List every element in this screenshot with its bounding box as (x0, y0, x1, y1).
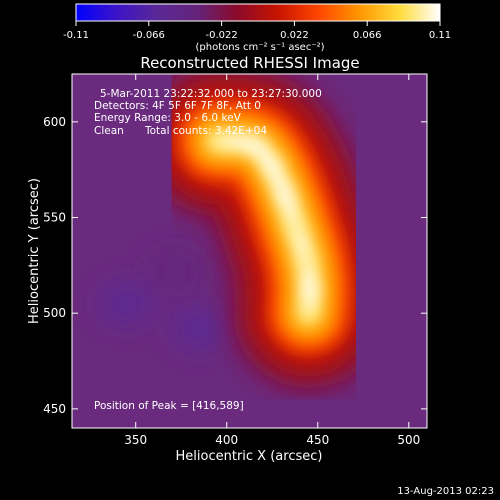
peak-position-text: Position of Peak = [416,589] (94, 400, 244, 412)
negative-blob (149, 251, 202, 292)
ridge-point (262, 155, 283, 176)
chart-title: Reconstructed RHESSI Image (140, 54, 359, 72)
ridge-point (207, 130, 228, 151)
x-tick-label: 400 (215, 433, 238, 447)
ridge-point (245, 132, 266, 153)
time-range-text: 5-Mar-2011 23:22:32.000 to 23:27:30.000 (100, 88, 322, 100)
total-counts-text: Total counts: 3.42E+04 (144, 125, 267, 137)
colorbar-tick-label: -0.11 (63, 30, 89, 41)
x-axis-ticks: 350 400 450 500 (124, 74, 420, 447)
colorbar-ticks: -0.11 -0.066 -0.022 0.022 0.066 0.11 (63, 21, 451, 41)
negative-emission-layer (100, 251, 226, 349)
x-axis-title: Heliocentric X (arcsec) (176, 449, 323, 464)
ridge-point (298, 303, 319, 324)
footer-date: 13-Aug-2013 02:23 (397, 486, 494, 497)
ridge-point (300, 280, 321, 301)
colorbar: -0.11 -0.066 -0.022 0.022 0.066 0.11 (photons… (63, 3, 451, 53)
x-tick-label: 450 (306, 433, 329, 447)
positive-emission-layer (142, 74, 385, 389)
ridge-point (285, 217, 306, 238)
annotation-block: 5-Mar-2011 23:22:32.000 to 23:27:30.000 … (94, 88, 322, 412)
colorbar-tick-label: 0.11 (429, 30, 451, 41)
energy-range-text: Energy Range: 3.0 - 6.0 keV (94, 112, 242, 124)
y-tick-label: 600 (43, 115, 66, 129)
y-axis-ticks: 450 500 550 600 (43, 115, 427, 416)
plot-frame (71, 73, 428, 429)
negative-blob (173, 308, 226, 349)
ridge-point (296, 249, 317, 270)
x-tick-label: 350 (124, 433, 147, 447)
colorbar-tick-label: 0.022 (280, 30, 309, 41)
ridge-point (275, 184, 295, 205)
negative-blob (100, 283, 153, 324)
heatmap-image (72, 74, 427, 428)
x-tick-label: 500 (397, 433, 420, 447)
colorbar-tick-label: -0.066 (133, 30, 165, 41)
colorbar-bar (75, 3, 441, 22)
y-axis-title: Heliocentric Y (arcsec) (27, 178, 42, 324)
colorbar-tick-label: -0.022 (205, 30, 237, 41)
y-tick-label: 450 (43, 402, 66, 416)
colorbar-tick-label: 0.066 (353, 30, 382, 41)
colorbar-units: (photons cm⁻² s⁻¹ asec⁻²) (195, 42, 324, 53)
y-tick-label: 550 (43, 211, 66, 225)
detectors-text: Detectors: 4F 5F 6F 7F 8F, Att 0 (94, 100, 261, 112)
method-text: Clean (94, 125, 124, 137)
plot-area: 350 400 450 500 450 500 550 600 (43, 73, 428, 447)
y-tick-label: 500 (43, 306, 66, 320)
